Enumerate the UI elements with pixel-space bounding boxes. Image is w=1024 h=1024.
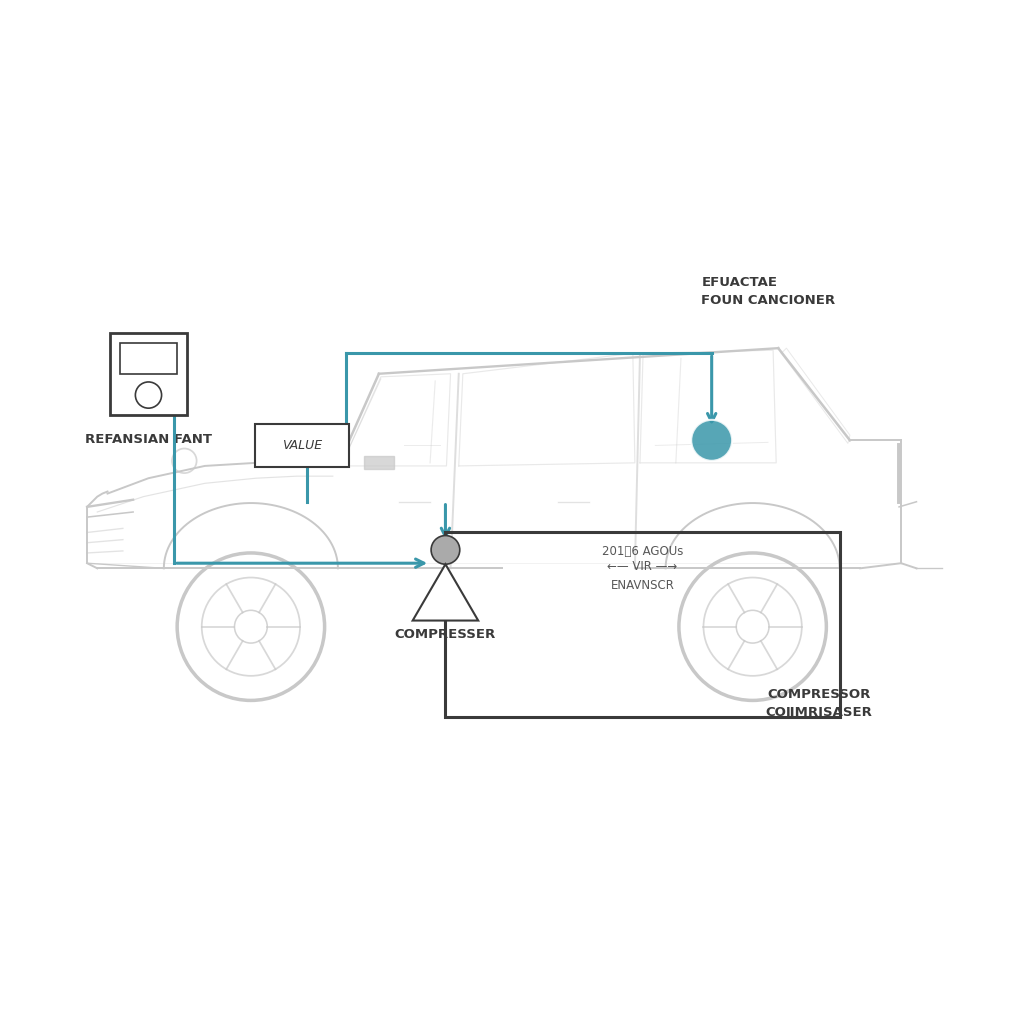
Circle shape bbox=[431, 536, 460, 564]
Text: COMPRESSER: COMPRESSER bbox=[395, 628, 496, 641]
Text: COMPRESSOR
COǁMRISASER: COMPRESSOR COǁMRISASER bbox=[766, 688, 872, 719]
Text: REFANSIAN FANT: REFANSIAN FANT bbox=[85, 433, 212, 446]
Text: ENAVNSCR: ENAVNSCR bbox=[610, 579, 675, 592]
Bar bbox=[445, 532, 840, 717]
Text: ←— VIR —→: ←— VIR —→ bbox=[607, 560, 678, 573]
Text: 2016 AGOUs: 2016 AGOUs bbox=[602, 545, 683, 558]
Text: VALUE: VALUE bbox=[282, 439, 323, 452]
FancyBboxPatch shape bbox=[255, 424, 349, 467]
Bar bbox=[120, 343, 176, 374]
Text: EFUACTAE
FOUN CANCIONER: EFUACTAE FOUN CANCIONER bbox=[701, 276, 836, 307]
Polygon shape bbox=[364, 456, 394, 469]
Polygon shape bbox=[413, 564, 478, 621]
Bar bbox=[110, 333, 186, 415]
Circle shape bbox=[691, 420, 732, 461]
